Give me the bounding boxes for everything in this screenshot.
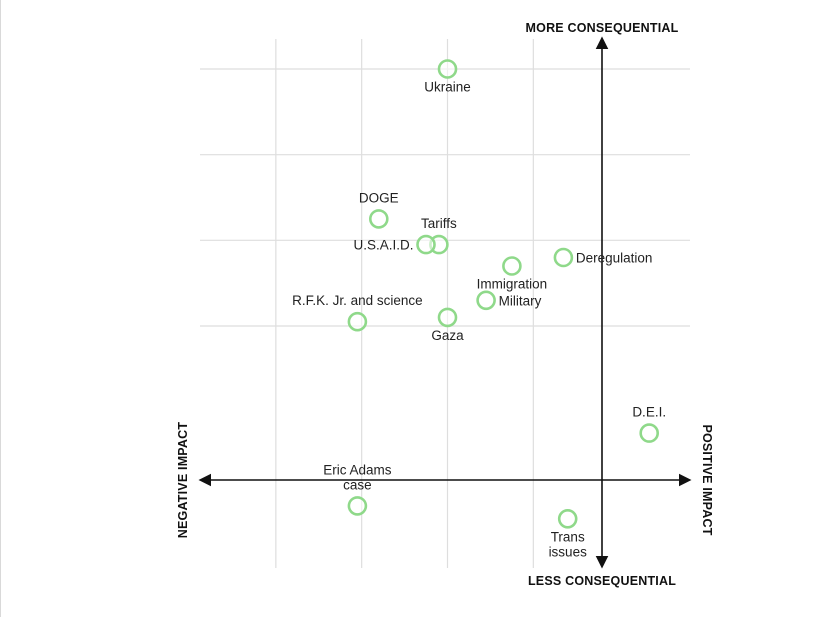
point-label: Gaza: [431, 328, 464, 343]
point-label: Ukraine: [424, 80, 471, 95]
grid-lines: [200, 39, 690, 568]
data-point: [502, 256, 522, 276]
point-label: Military: [499, 293, 542, 308]
point-label: Eric Adams: [323, 462, 392, 477]
data-point: [437, 307, 458, 328]
data-point: [553, 247, 574, 268]
point-label: DOGE: [359, 190, 399, 205]
data-point: [639, 423, 660, 443]
data-point: [347, 311, 368, 332]
data-points: Ukraine DOGE Tariffs U.S.A.I.D. Deregulation…: [292, 59, 666, 559]
point-label: R.F.K. Jr. and science: [292, 293, 423, 308]
data-point: [476, 290, 496, 311]
point-label: D.E.I.: [632, 405, 666, 420]
data-point: [368, 209, 389, 229]
point-label: issues: [549, 544, 588, 559]
data-point: [347, 496, 368, 516]
point-label: Deregulation: [576, 251, 653, 266]
top-axis-label: MORE CONSEQUENTIAL: [526, 21, 679, 35]
left-axis-label: NEGATIVE IMPACT: [176, 422, 190, 539]
point-label: case: [343, 477, 372, 492]
data-point: [557, 508, 578, 529]
bottom-axis-label: LESS CONSEQUENTIAL: [528, 574, 676, 588]
data-point: [437, 59, 458, 79]
point-label: Trans: [551, 529, 585, 544]
data-point: [416, 234, 436, 255]
point-label: Immigration: [477, 277, 548, 292]
right-axis-label: POSITIVE IMPACT: [700, 424, 714, 535]
point-label: U.S.A.I.D.: [353, 238, 413, 253]
point-label: Tariffs: [421, 216, 457, 231]
